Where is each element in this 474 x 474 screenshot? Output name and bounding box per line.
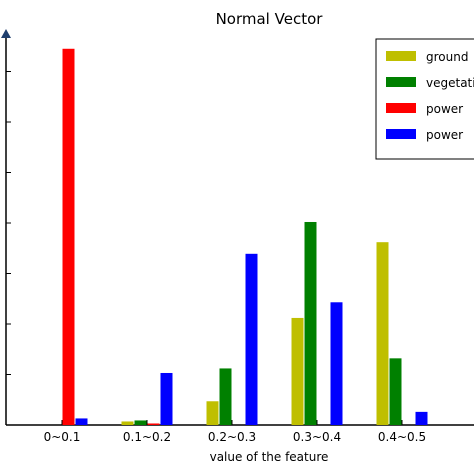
bar — [147, 423, 160, 425]
bar — [219, 368, 232, 425]
legend-label: vegetation — [426, 76, 474, 90]
x-tick-label: 0~0.1 — [44, 430, 81, 444]
plot-area: 0~0.10.1~0.20.2~0.30.3~0.40.4~0.50 — [1, 29, 474, 444]
bar — [62, 48, 75, 426]
legend-swatch — [386, 103, 416, 113]
x-tick-label: 0.2~0.3 — [208, 430, 256, 444]
bar — [389, 358, 402, 425]
bar — [376, 242, 389, 425]
legend-label: power — [426, 102, 463, 116]
y-axis-arrow — [1, 29, 11, 38]
chart-title: Normal Vector — [216, 10, 324, 28]
bar — [291, 317, 304, 425]
legend-swatch — [386, 77, 416, 87]
legend: ground vegetation power power — [375, 38, 474, 160]
legend-swatch — [386, 51, 416, 61]
bar — [330, 302, 343, 425]
x-tick-label: 0.3~0.4 — [293, 430, 341, 444]
x-tick-label: 0.4~0.5 — [378, 430, 426, 444]
bar — [134, 420, 147, 425]
legend-swatch — [386, 129, 416, 139]
bar — [75, 418, 88, 425]
bar — [245, 253, 258, 425]
legend-label: power — [426, 128, 463, 142]
bar — [206, 401, 219, 425]
x-tick-label: 0.1~0.2 — [123, 430, 171, 444]
x-axis-label: value of the feature — [210, 450, 329, 464]
bar — [121, 421, 134, 425]
bar — [304, 221, 317, 425]
legend-label: ground — [426, 50, 468, 64]
bar — [415, 411, 428, 425]
bar — [160, 372, 173, 425]
